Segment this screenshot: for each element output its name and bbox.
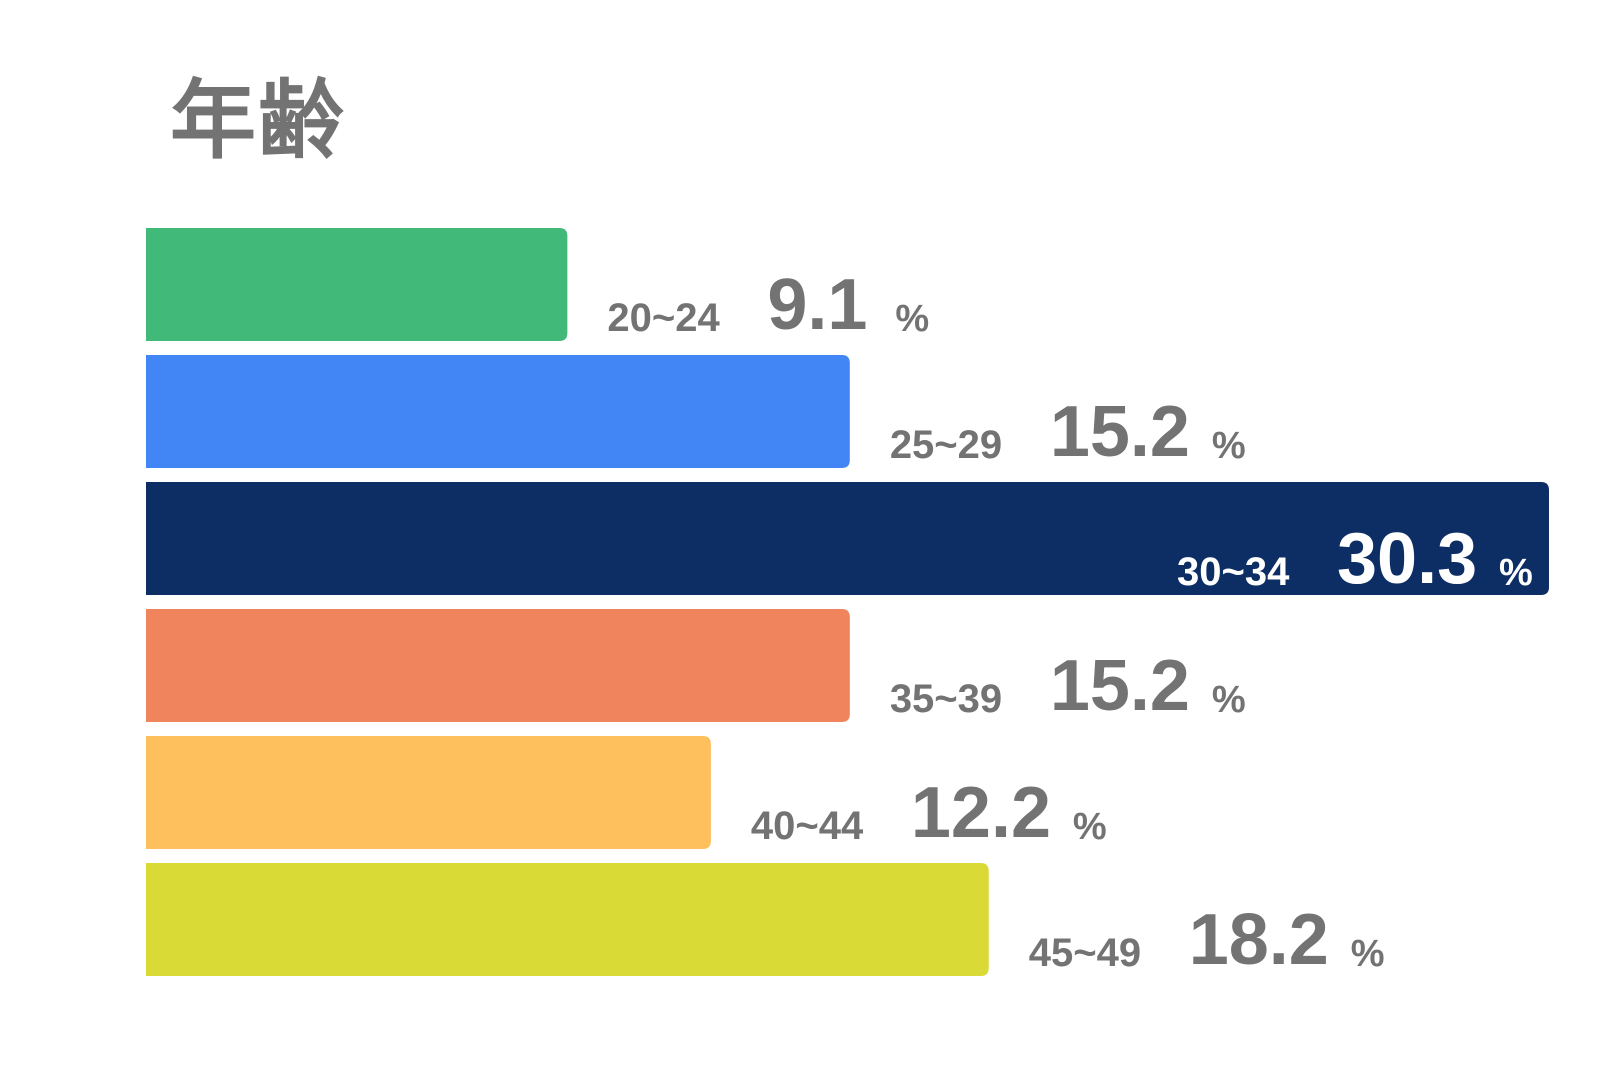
unit-label: % bbox=[895, 298, 929, 340]
chart-title: 年齢 bbox=[170, 71, 346, 171]
value-label: 15.2 bbox=[1050, 646, 1190, 726]
bar bbox=[146, 609, 850, 722]
category-label: 25~29 bbox=[890, 423, 1002, 467]
category-label: 20~24 bbox=[607, 296, 720, 340]
value-label: 18.2 bbox=[1189, 900, 1329, 980]
unit-label: % bbox=[1212, 425, 1246, 467]
value-label: 9.1 bbox=[767, 265, 867, 345]
bar bbox=[146, 863, 989, 976]
category-label: 30~34 bbox=[1177, 550, 1290, 594]
bar bbox=[146, 482, 1549, 595]
unit-label: % bbox=[1212, 679, 1246, 721]
unit-label: % bbox=[1499, 552, 1533, 594]
bar bbox=[146, 355, 850, 468]
value-label: 30.3 bbox=[1337, 519, 1477, 599]
category-label: 40~44 bbox=[751, 804, 864, 848]
value-label: 12.2 bbox=[911, 773, 1051, 853]
category-label: 45~49 bbox=[1029, 931, 1141, 975]
unit-label: % bbox=[1351, 933, 1385, 975]
value-label: 15.2 bbox=[1050, 392, 1190, 472]
bar bbox=[146, 228, 568, 341]
category-label: 35~39 bbox=[890, 677, 1002, 721]
bar bbox=[146, 736, 711, 849]
unit-label: % bbox=[1073, 806, 1107, 848]
